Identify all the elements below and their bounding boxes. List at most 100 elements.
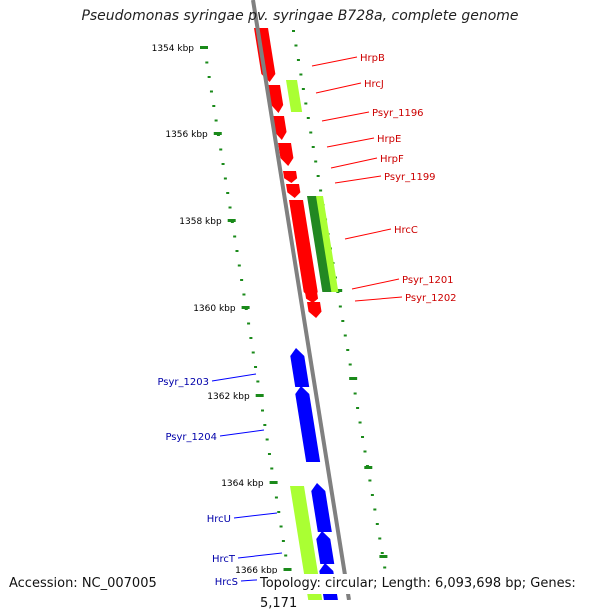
- scale-dot: [270, 467, 274, 470]
- map-title: Pseudomonas syringae pv. syringae B728a,…: [81, 8, 519, 24]
- scale-dot: [223, 177, 227, 180]
- gene-hrcc: [316, 196, 339, 292]
- scale-dot: [383, 566, 387, 569]
- scale-dot: [306, 117, 310, 119]
- scale-dot: [319, 189, 323, 192]
- scale-dot: [338, 305, 342, 308]
- gene-blue-3: [311, 483, 332, 532]
- scale-dot: [279, 525, 283, 528]
- kbp-tick-mark: [241, 306, 250, 309]
- scale-dot: [205, 61, 209, 64]
- gene-psyr1201: [305, 292, 319, 303]
- kbp-tick-label: 1356 kbp: [165, 130, 208, 140]
- scale-dot: [254, 366, 258, 368]
- scale-dot: [316, 175, 320, 177]
- leader-line: [219, 429, 265, 437]
- gene-label-hrcc: HrcC: [394, 225, 418, 236]
- gene-label-psyr-1204: Psyr_1204: [165, 432, 217, 443]
- scale-dot: [353, 392, 357, 395]
- scale-dot: [249, 337, 253, 339]
- scale-dot: [219, 148, 223, 151]
- scale-dot: [304, 102, 308, 105]
- scale-tick-mark: [334, 289, 343, 292]
- leader-line: [334, 175, 382, 184]
- scale-dot: [263, 424, 267, 426]
- gene-hrpe: [272, 116, 287, 140]
- scale-dot: [292, 30, 295, 32]
- scale-dot: [214, 119, 218, 122]
- gene-label-hrpf: HrpF: [380, 154, 404, 165]
- leader-line: [315, 82, 362, 94]
- scale-dot: [235, 250, 239, 252]
- gene-label-hrct: HrcT: [212, 554, 236, 565]
- gene-red-2: [268, 85, 284, 113]
- scale-dot: [341, 320, 345, 322]
- scale-dot: [242, 293, 246, 296]
- scale-dot: [233, 235, 237, 238]
- scale-dot: [363, 450, 367, 453]
- scale-dot: [380, 552, 384, 554]
- kbp-tick-mark: [283, 568, 292, 571]
- scale-dot: [343, 334, 347, 337]
- leader-line: [311, 56, 358, 67]
- kbp-tick-mark: [213, 132, 222, 135]
- gene-label-hrcj: HrcJ: [364, 79, 384, 90]
- leader-line: [351, 278, 400, 290]
- leader-line: [330, 157, 378, 169]
- kbp-tick-label: 1358 kbp: [179, 217, 222, 227]
- scale-tick-mark: [379, 555, 388, 558]
- scale-dot: [265, 438, 269, 441]
- scale-dot: [311, 146, 315, 148]
- scale-dot: [261, 409, 264, 412]
- scale-dot: [228, 206, 232, 209]
- topology-text: Topology: circular; Length: 6,093,698 bp…: [257, 574, 600, 611]
- accession-text: Accession: NC_007005: [6, 574, 160, 594]
- scale-dot: [375, 523, 379, 525]
- scale-dot: [296, 59, 300, 61]
- gene-label-hrcu: HrcU: [207, 514, 231, 525]
- gene-label-psyr-1196: Psyr_1196: [372, 108, 424, 119]
- scale-dot: [221, 163, 225, 165]
- scale-dot: [299, 73, 303, 76]
- scale-dot: [209, 90, 213, 93]
- gene-label-psyr-1201: Psyr_1201: [402, 275, 454, 286]
- leader-line: [321, 111, 370, 122]
- scale-dot: [247, 322, 251, 325]
- scale-dot: [284, 554, 288, 557]
- kbp-tick-mark: [269, 481, 278, 484]
- scale-dot: [373, 508, 377, 511]
- scale-dot: [309, 131, 313, 134]
- kbp-tick-mark: [200, 46, 208, 49]
- leader-line: [344, 228, 392, 240]
- gene-label-psyr-1203: Psyr_1203: [157, 377, 209, 388]
- scale-dot: [267, 453, 271, 455]
- genome-backbone: [251, 0, 351, 600]
- gene-label-hrcs: HrcS: [215, 577, 238, 588]
- kbp-tick-label: 1362 kbp: [207, 392, 250, 402]
- scale-dot: [301, 88, 305, 90]
- gene-psyr1203: [290, 348, 310, 387]
- kbp-tick-mark: [227, 219, 236, 222]
- leader-line: [354, 296, 403, 302]
- kbp-tick-label: 1360 kbp: [193, 304, 236, 314]
- gene-hrcj: [286, 80, 303, 112]
- scale-dot: [346, 349, 350, 351]
- gene-hrcc-partner: [289, 200, 318, 300]
- gene-hrpf: [278, 143, 294, 166]
- kbp-tick-label: 1364 kbp: [221, 479, 264, 489]
- leader-line: [237, 552, 283, 559]
- scale-dot: [256, 380, 260, 383]
- gene-label-psyr-1202: Psyr_1202: [405, 293, 457, 304]
- genome-map: HrpB HrcJ Psyr_1196 HrpE HrpF Psyr_1199 HrcC Ps…: [152, 0, 457, 600]
- gene-label-hrpe: HrpE: [377, 134, 401, 145]
- scale-dot: [314, 160, 318, 163]
- scale-dot: [370, 494, 374, 496]
- scale-dot: [361, 436, 365, 438]
- scale-dot: [368, 479, 372, 482]
- gene-psyr1199: [283, 171, 298, 183]
- scale-dot: [237, 264, 241, 267]
- leader-line: [233, 512, 278, 519]
- gene-hrcc-dark: [307, 196, 333, 292]
- scale-dot: [212, 105, 216, 107]
- scale-tick-mark: [364, 466, 373, 469]
